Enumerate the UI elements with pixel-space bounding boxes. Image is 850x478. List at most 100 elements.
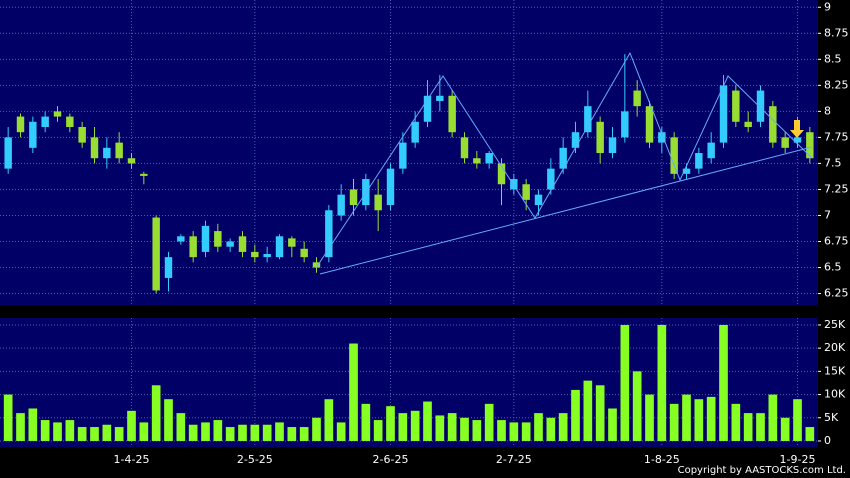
candle-body: [41, 116, 49, 127]
volume-bar: [706, 396, 716, 441]
volume-bar: [373, 420, 383, 441]
candle-body: [127, 158, 136, 164]
volume-bar: [558, 413, 568, 441]
candle-body: [226, 241, 234, 247]
volume-bar: [793, 399, 802, 441]
x-tick-label: 2-7-25: [496, 453, 532, 466]
volume-bar: [53, 422, 62, 441]
candle-body: [53, 111, 62, 117]
volume-bar: [151, 385, 161, 441]
volume-bar: [534, 413, 543, 441]
volume-bar: [16, 413, 25, 441]
y-tick-label: 0: [824, 434, 831, 447]
volume-bar: [546, 417, 556, 441]
candle-body: [115, 142, 123, 159]
volume-bar: [780, 417, 790, 441]
candle-body: [189, 236, 197, 258]
volume-bar: [77, 427, 87, 441]
volume-bar: [669, 403, 679, 441]
candle-body: [584, 106, 592, 133]
volume-bar: [275, 422, 284, 441]
volume-bar: [324, 399, 334, 441]
candle-body: [374, 194, 382, 211]
volume-bar: [731, 403, 741, 441]
volume-bar: [595, 385, 605, 441]
candle-body: [399, 142, 407, 169]
y-tick-label: 9: [824, 0, 831, 13]
volume-bar: [188, 424, 198, 441]
candle-body: [695, 153, 703, 169]
volume-bar: [583, 380, 593, 441]
volume-bar: [90, 427, 99, 441]
volume-bar: [460, 417, 469, 441]
volume-bar: [521, 422, 531, 441]
volume-bar: [102, 424, 112, 441]
candle-body: [66, 116, 74, 127]
y-tick-label: 5K: [824, 411, 839, 424]
candle-body: [201, 225, 210, 252]
volume-bar: [299, 427, 309, 441]
y-tick-label: 20K: [824, 341, 846, 354]
volume-bar: [435, 415, 445, 441]
volume-bar: [608, 408, 617, 441]
x-tick-label: 2-5-25: [237, 453, 273, 466]
signal-arrow: [790, 120, 804, 138]
candle-body: [411, 121, 419, 143]
candle-body: [793, 137, 802, 143]
candle-body: [596, 121, 604, 154]
candle-body: [473, 158, 481, 164]
y-tick-label: 7.5: [824, 156, 842, 169]
y-tick-label: 15K: [824, 364, 846, 377]
candle-body: [423, 95, 432, 122]
volume-panel: [0, 318, 818, 447]
volume-bar: [213, 420, 223, 441]
candle-body: [682, 168, 691, 174]
volume-bar: [225, 427, 235, 441]
volume-bar: [386, 406, 395, 441]
candle-body: [251, 251, 259, 258]
candle-body: [337, 194, 345, 216]
candle-body: [670, 137, 678, 174]
volume-bar: [423, 401, 432, 441]
volume-bar: [620, 324, 630, 441]
candle-body: [781, 137, 789, 148]
candle-body: [78, 126, 86, 143]
candle-body: [633, 90, 641, 107]
candle-body: [559, 147, 567, 169]
candle-body: [448, 95, 456, 133]
candle-body: [707, 142, 715, 159]
volume-bar: [645, 394, 654, 441]
volume-bar: [632, 371, 642, 441]
volume-bar: [756, 413, 765, 441]
volume-bar: [805, 427, 815, 441]
candle-body: [263, 253, 271, 258]
x-tick-label: 1-4-25: [114, 453, 150, 466]
candle-body: [288, 238, 296, 247]
volume-bar: [336, 422, 346, 441]
y-tick-label: 6.75: [824, 235, 849, 248]
y-tick-label: 8.75: [824, 26, 849, 39]
volume-bar: [114, 427, 124, 441]
candle-body: [645, 106, 654, 143]
candle-body: [386, 168, 395, 206]
y-tick-label: 7.75: [824, 130, 849, 143]
y-tick-label: 6.5: [824, 261, 842, 274]
y-tick-label: 10K: [824, 388, 846, 401]
candle-body: [621, 111, 629, 138]
y-tick-label: 8: [824, 104, 831, 117]
volume-bar: [201, 422, 210, 441]
y-tick-label: 7.25: [824, 182, 849, 195]
candle-body: [325, 210, 333, 258]
volume-bar: [287, 427, 297, 441]
candle-body: [90, 137, 99, 159]
candle-body: [29, 121, 37, 148]
x-tick-label: 1-8-25: [644, 453, 680, 466]
trend-lines: [315, 51, 813, 275]
candle-body: [485, 153, 493, 164]
candle-body: [806, 132, 814, 159]
price-panel: [0, 0, 818, 305]
volume-bar: [571, 389, 580, 441]
trend-line: [319, 146, 813, 275]
candle-body: [732, 90, 740, 122]
volume-bar: [164, 399, 173, 441]
